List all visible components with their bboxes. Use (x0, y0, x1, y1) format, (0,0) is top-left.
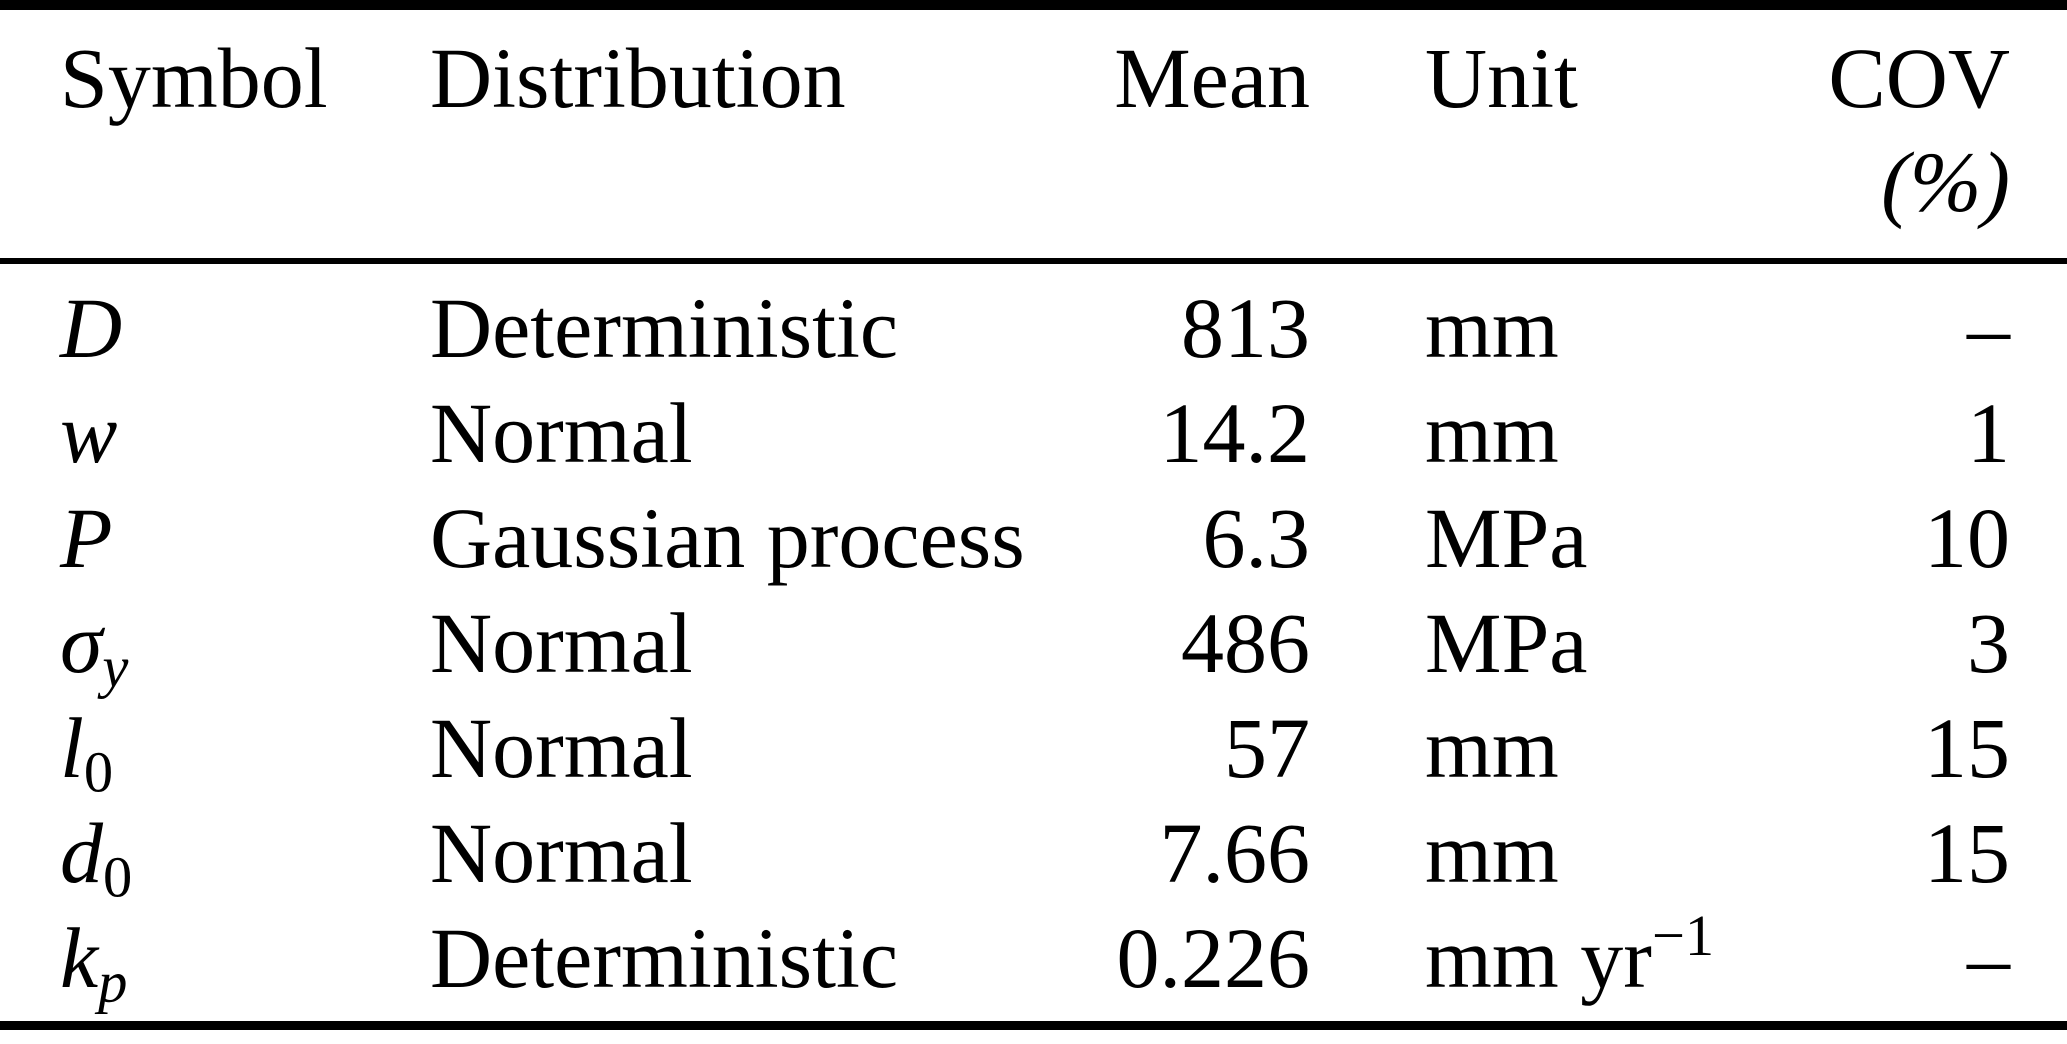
unit-base: mm (1425, 280, 1559, 376)
cell-cov: 10 (1924, 490, 2010, 586)
unit-base: mm (1425, 700, 1559, 796)
cell-unit: mm yr−1 (1310, 906, 1714, 1026)
column-header-mean-label: Mean (1114, 30, 1310, 126)
column-header-distribution: Distribution (430, 5, 1005, 264)
table-row: P Gaussian process 6.3 MPa 10 (0, 486, 2067, 591)
cell-mean: 6.3 (1202, 490, 1311, 586)
unit-base: mm (1425, 805, 1559, 901)
symbol-base: k (60, 910, 99, 1006)
table-row: kp Deterministic 0.226 mm yr−1 – (0, 906, 2067, 1026)
symbol-subscript: y (102, 634, 129, 700)
cell-unit: mm (1310, 381, 1700, 486)
cell-symbol: w (0, 381, 430, 486)
cell-cov: 1 (1967, 385, 2010, 481)
cell-symbol: kp (0, 906, 430, 1026)
cell-mean: 14.2 (1159, 385, 1311, 481)
table-row: σy Normal 486 MPa 3 (0, 591, 2067, 696)
cell-symbol: P (0, 486, 430, 591)
column-header-symbol: Symbol (0, 5, 430, 264)
column-header-unit-label: Unit (1425, 30, 1578, 126)
cell-cov: 3 (1967, 595, 2010, 691)
cell-mean: 813 (1181, 280, 1310, 376)
column-header-cov-label: COV (1828, 30, 2010, 126)
cell-symbol: σy (0, 591, 430, 696)
header-row: Symbol Distribution Mean Unit COV (%) (0, 5, 2067, 264)
symbol-subscript: 0 (103, 844, 133, 910)
symbol-base: w (60, 385, 118, 481)
cell-distribution: Normal (430, 700, 693, 796)
cell-mean: 7.66 (1159, 805, 1311, 901)
cell-mean: 0.226 (1116, 910, 1311, 1006)
cell-unit: mm (1310, 261, 1700, 381)
symbol-base: D (60, 280, 123, 376)
symbol-base: P (60, 490, 113, 586)
unit-base: MPa (1425, 490, 1588, 586)
cell-symbol: d0 (0, 801, 430, 906)
unit-base: MPa (1425, 595, 1588, 691)
table-row: l0 Normal 57 mm 15 (0, 696, 2067, 801)
cell-distribution: Deterministic (430, 910, 899, 1006)
cell-mean: 486 (1181, 595, 1310, 691)
table-row: d0 Normal 7.66 mm 15 (0, 801, 2067, 906)
cell-unit: mm (1310, 696, 1700, 801)
column-header-cov-unit: (%) (1881, 134, 2010, 230)
cell-cov: – (1967, 280, 2010, 376)
unit-base: mm yr (1425, 910, 1652, 1006)
cell-distribution: Normal (430, 805, 693, 901)
cell-unit: MPa (1310, 591, 1700, 696)
symbol-base: l (60, 700, 84, 796)
cell-distribution: Normal (430, 385, 693, 481)
cell-distribution: Deterministic (430, 280, 899, 376)
cell-symbol: l0 (0, 696, 430, 801)
column-header-symbol-label: Symbol (60, 30, 328, 126)
column-header-mean: Mean (1005, 5, 1310, 264)
table-body: D Deterministic 813 mm – w Normal 14.2 m… (0, 261, 2067, 1026)
cell-distribution: Normal (430, 595, 693, 691)
table-row: w Normal 14.2 mm 1 (0, 381, 2067, 486)
symbol-subscript: 0 (83, 739, 114, 805)
column-header-distribution-label: Distribution (430, 30, 846, 126)
cell-cov: – (1967, 910, 2010, 1006)
column-header-cov: COV (%) (1700, 5, 2067, 264)
cell-mean: 57 (1224, 700, 1310, 796)
unit-exponent: −1 (1651, 902, 1715, 968)
table-row: D Deterministic 813 mm – (0, 261, 2067, 381)
table-header: Symbol Distribution Mean Unit COV (%) (0, 5, 2067, 264)
column-header-unit: Unit (1310, 5, 1700, 264)
symbol-subscript: p (98, 949, 128, 1015)
cell-cov: 15 (1924, 805, 2010, 901)
cell-unit: mm (1310, 801, 1700, 906)
unit-base: mm (1425, 385, 1559, 481)
cell-distribution: Gaussian process (430, 490, 1025, 586)
cell-cov: 15 (1924, 700, 2010, 796)
cell-unit: MPa (1310, 486, 1700, 591)
symbol-base: σ (60, 595, 103, 691)
cell-symbol: D (0, 261, 430, 381)
symbol-base: d (60, 805, 103, 901)
